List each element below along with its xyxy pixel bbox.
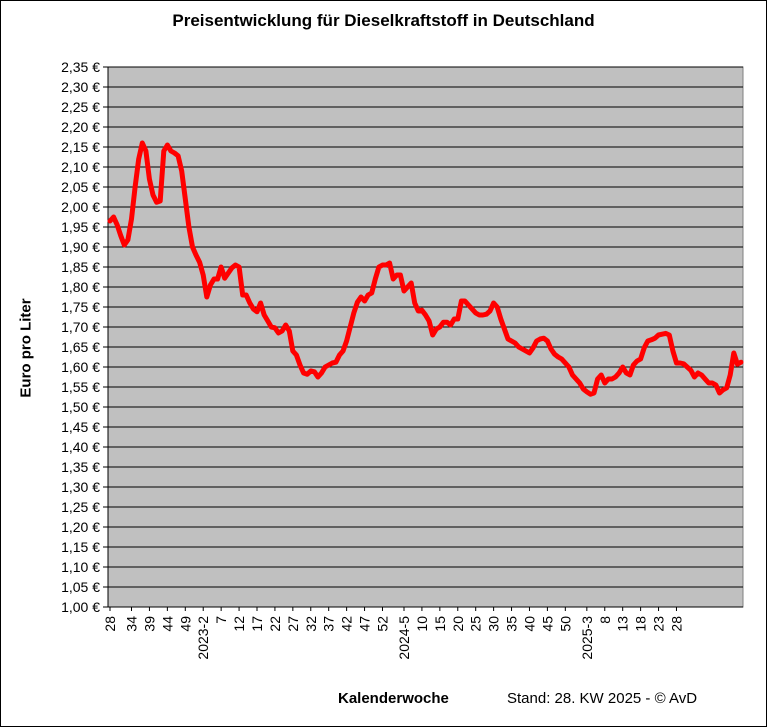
y-tick-label: 1,85 €	[61, 259, 100, 275]
x-tick-label: 17	[249, 616, 265, 632]
y-tick-label: 1,60 €	[61, 359, 100, 375]
y-tick-label: 1,65 €	[61, 339, 100, 355]
y-tick-label: 2,00 €	[61, 199, 100, 215]
y-tick-label: 1,35 €	[61, 459, 100, 475]
x-tick-label: 12	[231, 616, 247, 632]
x-tick-label: 52	[374, 616, 390, 632]
x-tick-label: 20	[450, 616, 466, 632]
grid-lines	[107, 66, 743, 608]
x-tick-label: 2024-5	[396, 616, 412, 660]
y-tick-label: 1,95 €	[61, 219, 100, 235]
x-tick-label: 42	[339, 616, 355, 632]
x-tick-label: 25	[468, 616, 484, 632]
y-tick-label: 2,05 €	[61, 179, 100, 195]
y-tick-label: 1,70 €	[61, 319, 100, 335]
chart-title: Preisentwicklung für Dieselkraftstoff in…	[172, 11, 595, 30]
x-tick-label: 28	[102, 616, 118, 632]
x-tick-label: 10	[414, 616, 430, 632]
x-tick-label: 27	[285, 616, 301, 632]
y-tick-label: 1,10 €	[61, 559, 100, 575]
x-tick-label: 47	[357, 616, 373, 632]
x-tick-label: 8	[597, 616, 613, 624]
y-tick-label: 1,45 €	[61, 419, 100, 435]
y-tick-label: 2,20 €	[61, 119, 100, 135]
x-tick-label: 15	[432, 616, 448, 632]
y-tick-label: 1,30 €	[61, 479, 100, 495]
x-tick-label: 32	[303, 616, 319, 632]
x-axis-ticks: 28 34 39 44 49 2023-2 7 12 17 22 27 32 37 42 47 52 2024-…	[102, 607, 684, 660]
x-tick-label: 40	[521, 616, 537, 632]
x-tick-label: 50	[557, 616, 573, 632]
y-tick-label: 1,50 €	[61, 399, 100, 415]
x-tick-label: 28	[668, 616, 684, 632]
y-tick-label: 1,25 €	[61, 499, 100, 515]
y-tick-label: 2,10 €	[61, 159, 100, 175]
x-tick-label: 2023-2	[195, 616, 211, 660]
y-tick-label: 1,05 €	[61, 579, 100, 595]
x-tick-label: 7	[213, 616, 229, 624]
y-tick-label: 1,80 €	[61, 279, 100, 295]
y-tick-label: 2,15 €	[61, 139, 100, 155]
y-axis-ticks: 1,00 € 1,05 € 1,10 € 1,15 € 1,20 € 1,25 € 1,30…	[61, 59, 108, 615]
y-tick-label: 1,20 €	[61, 519, 100, 535]
x-tick-label: 2025-3	[579, 616, 595, 660]
y-tick-label: 2,25 €	[61, 99, 100, 115]
x-tick-label: 44	[159, 616, 175, 632]
series-group	[107, 140, 744, 397]
y-tick-label: 1,15 €	[61, 539, 100, 555]
y-tick-label: 2,35 €	[61, 59, 100, 75]
x-tick-label: 23	[651, 616, 667, 632]
footer-note: Stand: 28. KW 2025 - © AvD	[507, 690, 698, 707]
plot-area	[107, 66, 744, 608]
x-tick-label: 49	[177, 616, 193, 632]
x-tick-label: 39	[141, 616, 157, 632]
x-tick-label: 22	[267, 616, 283, 632]
y-tick-label: 2,30 €	[61, 79, 100, 95]
x-axis-label: Kalenderwoche	[338, 690, 449, 707]
x-tick-label: 35	[504, 616, 520, 632]
x-tick-label: 13	[615, 616, 631, 632]
y-tick-label: 1,90 €	[61, 239, 100, 255]
x-tick-label: 37	[321, 616, 337, 632]
y-tick-label: 1,00 €	[61, 599, 100, 615]
x-tick-label: 18	[633, 616, 649, 632]
x-tick-label: 45	[539, 616, 555, 632]
y-tick-label: 1,55 €	[61, 379, 100, 395]
x-tick-label: 34	[124, 616, 140, 632]
y-tick-label: 1,75 €	[61, 299, 100, 315]
y-tick-label: 1,40 €	[61, 439, 100, 455]
series-line-diesel-price	[107, 140, 744, 397]
x-tick-label: 30	[486, 616, 502, 632]
